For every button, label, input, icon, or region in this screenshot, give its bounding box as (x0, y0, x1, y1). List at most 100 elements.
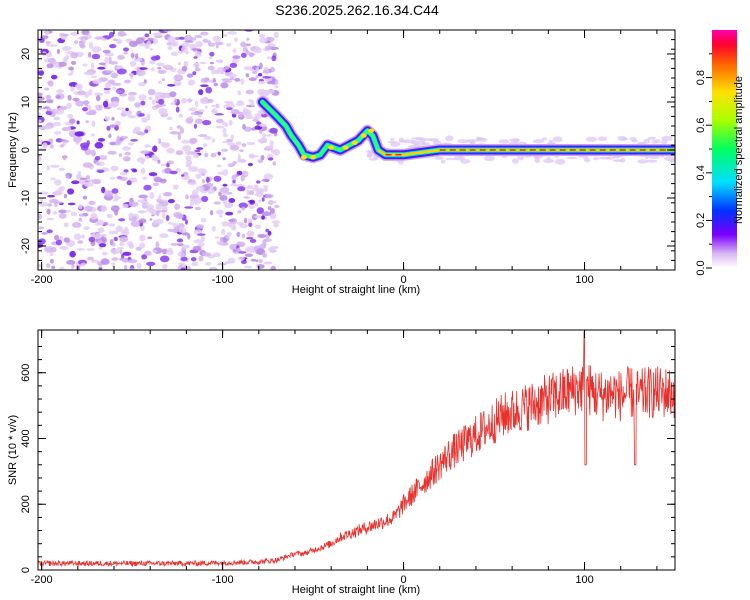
noise-speckle (73, 136, 82, 143)
noise-speckle (109, 44, 117, 49)
halo-speckle (637, 159, 648, 164)
noise-speckle (248, 190, 255, 196)
colorbar-gradient (712, 30, 737, 268)
noise-speckle (157, 209, 168, 213)
noise-speckle (194, 201, 199, 205)
noise-speckle (149, 60, 156, 65)
noise-speckle (246, 141, 256, 146)
noise-speckle (106, 125, 111, 131)
noise-speckle (273, 205, 280, 208)
colorbar-tick-label: 0.8 (695, 70, 707, 85)
spectrogram-xlabel: Height of straight line (km) (292, 284, 420, 296)
noise-speckle (128, 201, 139, 207)
noise-speckle (185, 117, 194, 124)
halo-speckle (434, 156, 444, 160)
noise-speckle (211, 225, 216, 232)
noise-speckle (123, 226, 129, 234)
noise-speckle (70, 31, 80, 36)
noise-speckle (63, 139, 70, 143)
noise-speckle (194, 206, 201, 211)
noise-speckle (70, 52, 78, 59)
noise-speckle (44, 87, 50, 91)
halo-speckle (534, 158, 541, 164)
halo-speckle (422, 142, 431, 146)
noise-speckle (177, 133, 182, 141)
snr-x-tick-label: -200 (31, 574, 53, 586)
noise-speckle (85, 111, 96, 116)
noise-speckle (212, 78, 216, 83)
noise-speckle (130, 139, 139, 142)
noise-speckle (82, 63, 88, 67)
noise-speckle (188, 116, 194, 119)
noise-speckle (123, 47, 129, 52)
noise-speckle (237, 221, 245, 226)
noise-speckle (197, 109, 205, 113)
noise-speckle (187, 182, 198, 185)
noise-speckle (78, 204, 83, 210)
halo-speckle (552, 136, 563, 143)
noise-speckle (185, 155, 192, 162)
noise-speckle (222, 169, 229, 176)
noise-speckle (240, 78, 245, 85)
noise-speckle (161, 264, 168, 270)
snr-ylabel: SNR (10 * v/v) (7, 415, 19, 485)
noise-speckle (209, 51, 215, 57)
noise-speckle (228, 198, 236, 203)
noise-speckle (245, 89, 254, 95)
noise-speckle (184, 150, 193, 156)
noise-speckle (224, 122, 228, 128)
noise-speckle (80, 142, 90, 149)
noise-speckle (49, 252, 54, 257)
noise-speckle (246, 185, 254, 190)
noise-speckle (38, 112, 42, 117)
noise-speckle (111, 116, 115, 121)
noise-speckle (117, 54, 125, 60)
noise-speckle (263, 185, 269, 188)
noise-speckle (72, 97, 80, 102)
noise-speckle (138, 210, 144, 214)
halo-speckle (661, 135, 673, 142)
noise-speckle (51, 265, 56, 269)
noise-speckle (246, 189, 250, 196)
noise-speckle (198, 168, 207, 175)
noise-speckle (48, 57, 56, 64)
noise-speckle (63, 237, 70, 243)
noise-speckle (45, 41, 52, 44)
noise-speckle (47, 80, 54, 87)
noise-speckle (90, 133, 95, 137)
noise-speckle (116, 68, 127, 75)
noise-speckle (138, 194, 148, 199)
noise-speckle (263, 67, 270, 71)
noise-speckle (141, 254, 148, 260)
noise-speckle (106, 213, 113, 219)
noise-speckle (150, 67, 155, 72)
noise-speckle (197, 233, 206, 236)
noise-speckle (188, 107, 198, 112)
noise-speckle (65, 175, 70, 179)
noise-speckle (162, 192, 171, 197)
noise-speckle (130, 52, 135, 59)
noise-speckle (219, 186, 230, 193)
noise-speckle (115, 90, 124, 94)
noise-speckle (158, 98, 165, 105)
noise-speckle (243, 217, 248, 224)
noise-speckle (264, 145, 274, 149)
halo-speckle (512, 158, 519, 164)
noise-speckle (217, 68, 220, 74)
noise-speckle (153, 105, 163, 108)
noise-speckle (258, 33, 265, 38)
noise-speckle (108, 133, 112, 139)
noise-speckle (138, 94, 147, 101)
noise-speckle (222, 199, 228, 205)
noise-speckle (81, 30, 90, 35)
noise-speckle (229, 144, 240, 151)
noise-speckle (213, 175, 222, 182)
noise-speckle (189, 137, 198, 144)
noise-speckle (181, 139, 190, 144)
noise-speckle (205, 262, 212, 266)
noise-speckle (149, 47, 154, 51)
noise-speckle (194, 67, 201, 72)
noise-speckle (49, 198, 59, 204)
noise-speckle (237, 210, 242, 214)
